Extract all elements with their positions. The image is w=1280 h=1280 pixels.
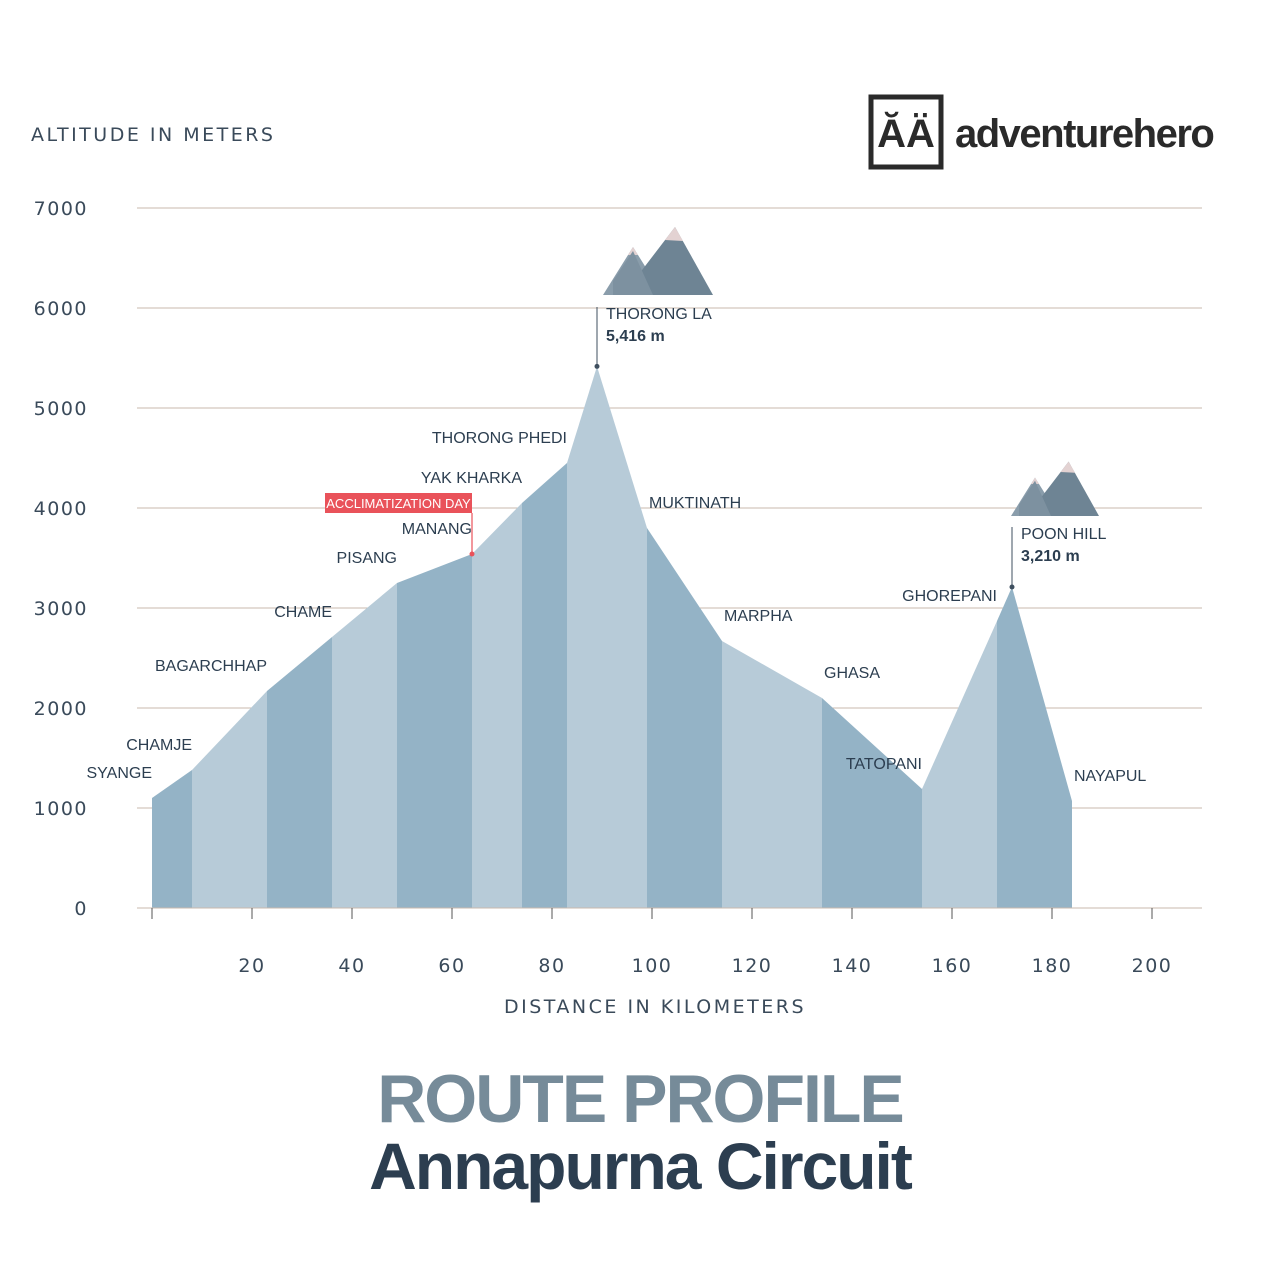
elevation-band <box>332 583 397 908</box>
annotation-label: ACCLIMATIZATION DAY <box>326 496 471 511</box>
elevation-band <box>567 366 647 908</box>
elevation-band <box>267 637 332 908</box>
x-tick-label: 200 <box>1132 955 1173 977</box>
x-tick-label: 100 <box>632 955 673 977</box>
summit-dot <box>594 363 600 369</box>
mountain-shade <box>613 251 653 295</box>
x-tick-label: 120 <box>732 955 773 977</box>
place-label: PISANG <box>337 550 397 567</box>
place-label: MUKTINATH <box>649 495 741 512</box>
x-tick-label: 20 <box>238 955 265 977</box>
mountain-shade <box>1019 480 1051 516</box>
y-tick-label: 7000 <box>34 198 88 220</box>
x-axis: 20 40 60 80 100 120 140 160 180 200 <box>137 907 1202 977</box>
elevation-band <box>192 691 267 908</box>
elevation-band <box>522 463 567 908</box>
summit-markers: THORONG LA 5,416 m POON HILL 3,210 m <box>594 227 1106 590</box>
chart-title: ROUTE PROFILE <box>377 1061 905 1137</box>
y-tick-label: 5000 <box>34 398 88 420</box>
elevation-band <box>997 587 1072 908</box>
place-label: CHAME <box>274 604 332 621</box>
y-tick-label: 4000 <box>34 498 88 520</box>
place-labels: SYANGE CHAMJE BAGARCHHAP CHAME PISANG MANANG Y… <box>87 430 1147 785</box>
y-tick-label: 6000 <box>34 298 88 320</box>
x-tick-label: 160 <box>932 955 973 977</box>
mountain-snow-main <box>1060 461 1075 473</box>
place-label: CHAMJE <box>126 737 192 754</box>
elevation-band <box>822 698 922 908</box>
y-tick-label: 0 <box>74 898 88 920</box>
summit-dot <box>1009 584 1015 590</box>
elevation-band <box>647 528 722 908</box>
x-tick-label: 60 <box>438 955 465 977</box>
elevation-band <box>472 503 522 908</box>
place-label: NAYAPUL <box>1074 768 1146 785</box>
place-label: SYANGE <box>87 765 153 782</box>
y-axis-ticks: 0 1000 2000 3000 4000 5000 6000 7000 <box>34 198 88 920</box>
mountain-snow-main <box>665 227 683 241</box>
acclimatization-annotation: ACCLIMATIZATION DAY <box>325 493 475 557</box>
place-label: YAK KHARKA <box>421 470 522 487</box>
y-tick-label: 2000 <box>34 698 88 720</box>
mountain-icon <box>603 227 713 295</box>
annotation-badge <box>325 493 472 513</box>
x-tick-label: 180 <box>1032 955 1073 977</box>
elevation-band <box>397 554 472 908</box>
logo-mark: ĂÄ <box>877 111 935 156</box>
summit-altitude: 5,416 m <box>606 328 665 345</box>
x-tick-label: 140 <box>832 955 873 977</box>
place-label: GHOREPANI <box>902 588 997 605</box>
place-label: THORONG PHEDI <box>432 430 567 447</box>
annotation-dot <box>469 551 475 557</box>
elevation-band <box>722 641 822 908</box>
elevation-band <box>922 621 997 908</box>
place-label: TATOPANI <box>846 756 922 773</box>
x-axis-title: DISTANCE IN KILOMETERS <box>504 996 806 1018</box>
summit-name: THORONG LA <box>606 306 712 323</box>
y-tick-label: 1000 <box>34 798 88 820</box>
adventurehero-logo[interactable]: ĂÄ adventurehero <box>868 94 1215 170</box>
place-label: MARPHA <box>724 608 793 625</box>
chart-subtitle: Annapurna Circuit <box>369 1129 913 1203</box>
mountain-peak-main <box>623 227 713 295</box>
y-tick-label: 3000 <box>34 598 88 620</box>
elevation-band <box>152 770 192 908</box>
logo-frame <box>868 94 944 170</box>
elevation-area <box>152 366 1072 908</box>
place-label: MANANG <box>402 521 472 538</box>
mountain-snow-left <box>1031 477 1039 484</box>
place-label: BAGARCHHAP <box>155 658 267 675</box>
y-axis-title: ALTITUDE IN METERS <box>31 124 276 146</box>
mountain-icon <box>1011 461 1099 516</box>
place-label: GHASA <box>824 665 880 682</box>
x-tick-label: 80 <box>538 955 565 977</box>
summit-altitude: 3,210 m <box>1021 548 1080 565</box>
x-tick-label: 40 <box>338 955 365 977</box>
logo-wordmark: adventurehero <box>955 112 1213 156</box>
summit-name: POON HILL <box>1021 526 1106 543</box>
mountain-peak-main <box>1027 461 1099 516</box>
